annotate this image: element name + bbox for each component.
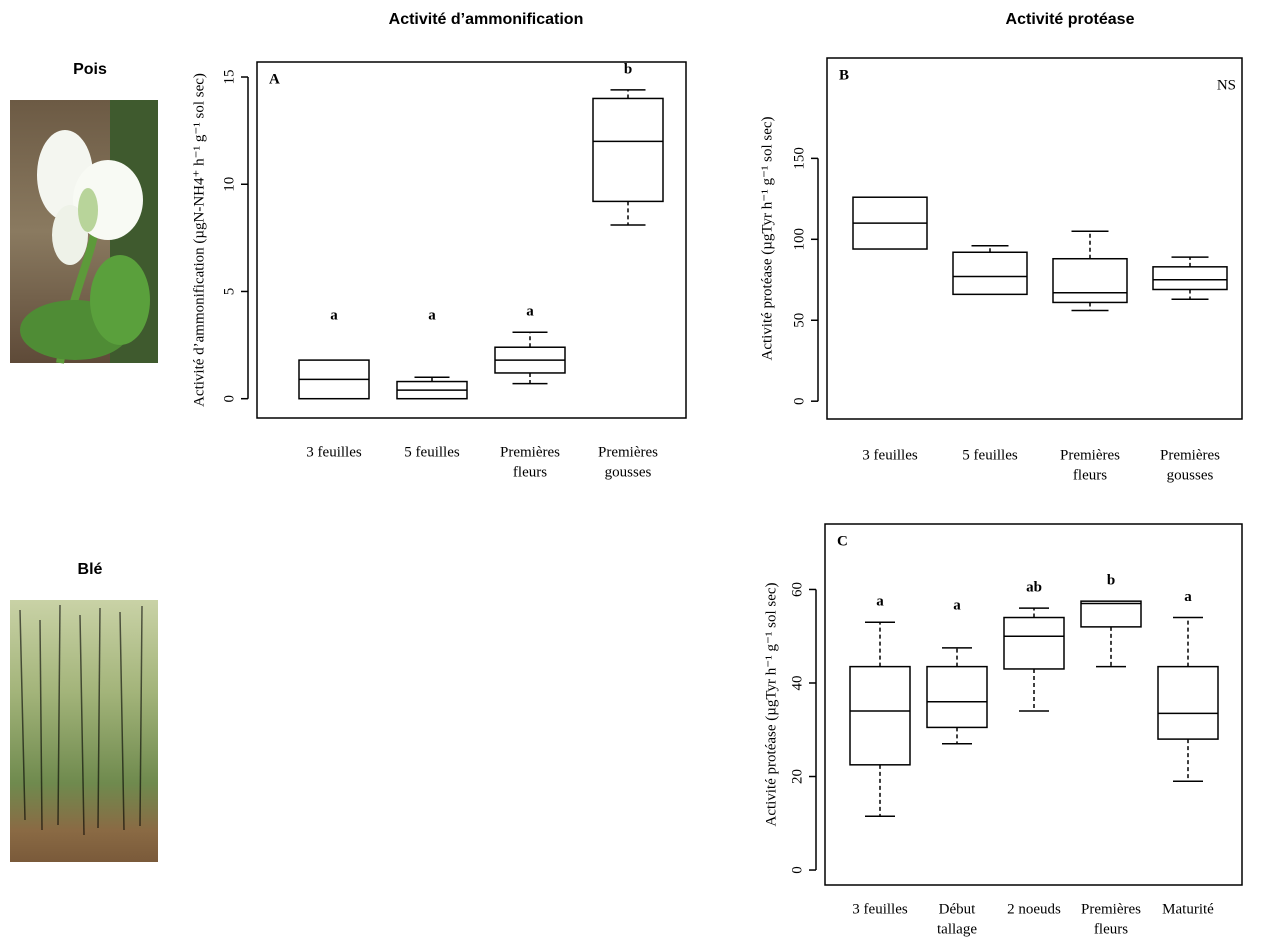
x-tick-label: fleurs [1073, 467, 1107, 483]
y-tick-label: 10 [221, 177, 237, 192]
y-tick-label: 5 [221, 288, 237, 296]
y-tick-label: 150 [791, 147, 807, 170]
y-axis-label: Activité protéase (µgTyr h⁻¹ g⁻¹ sol sec… [759, 116, 775, 360]
wheat-photo [10, 600, 158, 862]
x-tick-label: fleurs [1094, 921, 1128, 937]
panel-label: B [839, 67, 849, 83]
plot-frame [257, 62, 686, 418]
y-axis-label: Activité protéase (µgTyr h⁻¹ g⁻¹ sol sec… [763, 582, 779, 826]
plot-frame [827, 58, 1242, 419]
x-tick-label: Premières [1081, 901, 1141, 917]
x-tick-label: Maturité [1162, 901, 1214, 917]
box [850, 667, 910, 765]
group-letter: b [624, 61, 632, 77]
x-tick-label: Premières [1160, 447, 1220, 463]
group-letter: a [876, 594, 884, 610]
x-tick-label: fleurs [513, 464, 547, 480]
row-label: Blé [78, 561, 103, 578]
x-tick-label: Premières [500, 444, 560, 460]
box [953, 252, 1027, 294]
x-tick-label: gousses [1167, 467, 1214, 483]
annotation: NS [1217, 77, 1236, 93]
box [1081, 601, 1141, 627]
group-letter: a [953, 597, 961, 613]
group-letter: a [1184, 589, 1192, 605]
box [1053, 259, 1127, 303]
group-letter: ab [1026, 580, 1042, 596]
x-tick-label: Premières [1060, 447, 1120, 463]
x-tick-label: gousses [605, 464, 652, 480]
x-tick-label: 5 feuilles [404, 444, 460, 460]
panel-label: C [837, 533, 848, 549]
x-tick-label: 3 feuilles [306, 444, 362, 460]
x-tick-label: Premières [598, 444, 658, 460]
x-tick-label: 3 feuilles [852, 901, 908, 917]
y-tick-label: 100 [791, 228, 807, 251]
y-tick-label: 40 [789, 675, 805, 690]
y-tick-label: 0 [791, 397, 807, 405]
box [593, 98, 663, 201]
y-tick-label: 15 [221, 70, 237, 85]
chart-title: Activité protéase [1006, 11, 1135, 28]
pea-photo [10, 100, 158, 363]
y-axis-label: Activité d’ammonification (µgN-NH4⁺ h⁻¹ … [191, 73, 207, 407]
row-label: Pois [73, 61, 107, 78]
chart-title: Activité d’ammonification [389, 11, 584, 28]
x-tick-label: tallage [937, 921, 977, 937]
panel-label: A [269, 71, 280, 87]
y-tick-label: 60 [789, 582, 805, 597]
figure: Pois Blé Activité d’ammonification A 0 5 10 1… [0, 0, 1265, 947]
x-tick-label: 5 feuilles [962, 447, 1018, 463]
group-letter: a [526, 304, 534, 320]
box [1158, 667, 1218, 739]
x-tick-label: 3 feuilles [862, 447, 918, 463]
y-tick-label: 0 [789, 866, 805, 874]
x-tick-label: 2 noeuds [1007, 901, 1061, 917]
y-tick-label: 20 [789, 769, 805, 784]
box [927, 667, 987, 728]
x-tick-label: Début [939, 901, 976, 917]
box [1004, 618, 1064, 669]
box [1153, 267, 1227, 290]
y-tick-label: 0 [221, 395, 237, 403]
group-letter: a [428, 307, 436, 323]
group-letter: a [330, 307, 338, 323]
y-tick-label: 50 [791, 313, 807, 328]
group-letter: b [1107, 573, 1115, 589]
